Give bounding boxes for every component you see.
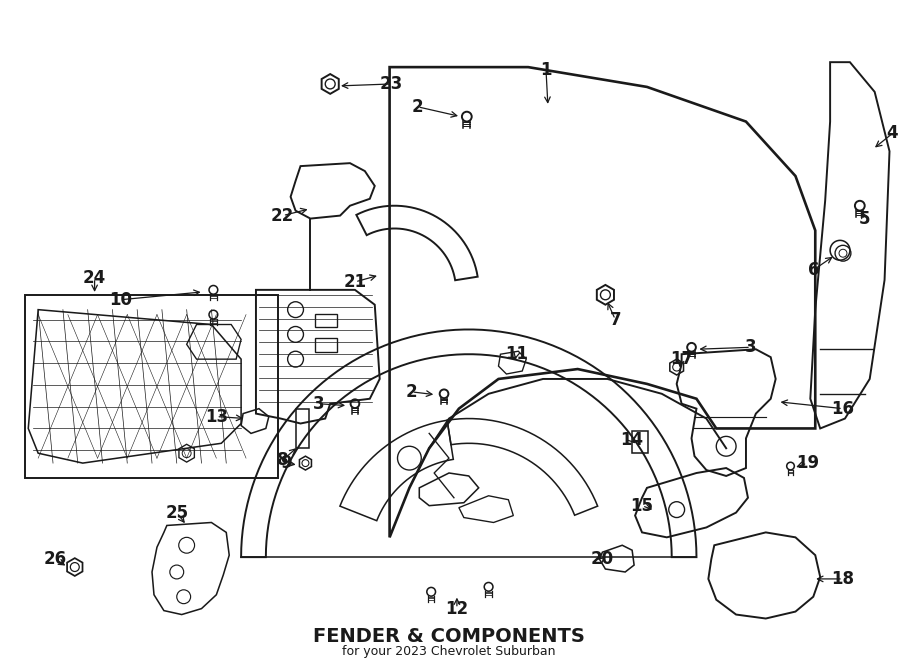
Text: 6: 6 <box>807 261 819 279</box>
Text: for your 2023 Chevrolet Suburban: for your 2023 Chevrolet Suburban <box>342 645 555 657</box>
Text: 11: 11 <box>505 345 527 363</box>
Bar <box>315 314 338 328</box>
Text: 14: 14 <box>621 432 644 449</box>
Text: 22: 22 <box>271 207 294 224</box>
Text: 7: 7 <box>609 310 621 328</box>
Text: 2: 2 <box>411 98 423 116</box>
Text: 4: 4 <box>886 124 898 142</box>
Text: 5: 5 <box>859 210 870 228</box>
Text: 9: 9 <box>280 454 292 472</box>
Text: 12: 12 <box>446 600 469 618</box>
Text: 13: 13 <box>205 408 228 426</box>
Bar <box>25 295 278 478</box>
Text: 25: 25 <box>166 504 188 522</box>
Text: 1: 1 <box>540 61 552 79</box>
Text: 21: 21 <box>344 273 366 291</box>
Text: 3: 3 <box>745 338 757 356</box>
Text: 8: 8 <box>277 451 288 469</box>
Text: 24: 24 <box>83 269 106 287</box>
Bar <box>295 408 310 448</box>
Text: 16: 16 <box>832 400 854 418</box>
Bar <box>632 432 648 453</box>
Text: 18: 18 <box>832 570 854 588</box>
Text: 2: 2 <box>406 383 418 401</box>
Text: 19: 19 <box>796 454 819 472</box>
Text: 15: 15 <box>631 496 653 514</box>
Bar <box>315 338 338 352</box>
Text: 10: 10 <box>109 291 131 308</box>
Text: 23: 23 <box>380 75 403 93</box>
Text: 3: 3 <box>312 395 324 412</box>
Text: FENDER & COMPONENTS: FENDER & COMPONENTS <box>313 627 585 646</box>
Text: 26: 26 <box>43 550 67 568</box>
Text: 20: 20 <box>591 550 614 568</box>
Text: 17: 17 <box>670 350 693 368</box>
